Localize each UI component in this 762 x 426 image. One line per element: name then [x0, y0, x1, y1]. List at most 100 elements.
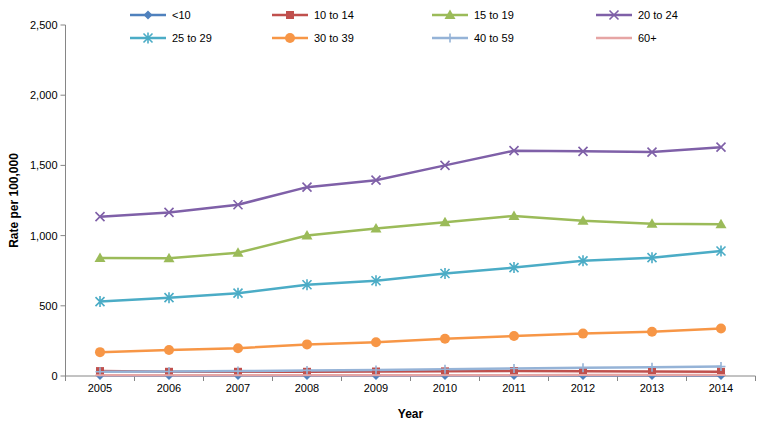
point	[303, 183, 312, 192]
point	[717, 143, 726, 152]
point	[648, 363, 657, 372]
point	[302, 339, 312, 349]
point	[578, 215, 589, 225]
legend-label: 10 to 14	[314, 9, 354, 21]
point	[233, 247, 244, 256]
point	[234, 288, 243, 299]
point	[303, 279, 312, 290]
point	[441, 374, 450, 376]
x-tick	[755, 376, 756, 381]
y-tick	[61, 235, 66, 236]
point	[95, 253, 106, 263]
y-tick-label: 2,000	[30, 89, 58, 101]
x-tick	[65, 376, 66, 381]
point	[717, 374, 726, 376]
y-tick-label: 1,500	[30, 159, 58, 171]
point	[509, 331, 519, 341]
y-tick	[61, 95, 66, 96]
series-line	[100, 366, 721, 371]
point	[234, 200, 243, 209]
y-tick	[61, 25, 66, 26]
series-line	[100, 329, 721, 353]
point	[372, 374, 381, 376]
y-tick-label: 0	[51, 370, 57, 382]
legend-marker	[610, 37, 619, 39]
point	[96, 212, 105, 221]
x-tick-label: 2005	[88, 382, 112, 394]
legend-label: 20 to 24	[638, 9, 678, 21]
point	[647, 327, 657, 337]
legend-marker	[446, 34, 455, 43]
point	[372, 176, 381, 185]
legend-marker	[445, 10, 456, 20]
series-line	[100, 374, 721, 377]
point	[371, 223, 382, 233]
series-line	[100, 147, 721, 216]
y-tick	[61, 376, 66, 377]
point	[441, 365, 450, 374]
point	[647, 218, 658, 228]
y-tick-label: 500	[39, 300, 57, 312]
point	[578, 329, 588, 339]
legend-marker	[610, 11, 619, 20]
point	[234, 374, 243, 376]
legend-label: 25 to 29	[172, 32, 212, 44]
point	[234, 367, 243, 376]
y-tick	[61, 305, 66, 306]
y-tick-label: 2,500	[30, 19, 58, 31]
point	[648, 148, 657, 157]
legend-label: <10	[172, 9, 191, 21]
point	[303, 366, 312, 375]
x-axis-title: Year	[398, 407, 424, 421]
x-tick-label: 2009	[364, 382, 388, 394]
point	[96, 296, 105, 307]
x-tick-label: 2013	[640, 382, 664, 394]
point	[648, 252, 657, 263]
y-axis	[65, 25, 66, 376]
x-tick-label: 2008	[295, 382, 319, 394]
point	[579, 363, 588, 372]
point	[164, 253, 175, 262]
point	[165, 208, 174, 217]
y-axis-title: Rate per 100,000	[7, 153, 21, 248]
point	[510, 146, 519, 155]
point	[95, 347, 105, 357]
x-tick-label: 2012	[571, 382, 595, 394]
plot-area	[95, 143, 727, 380]
chart: 05001,0001,5002,0002,5002005200620072008…	[0, 0, 762, 426]
series-line	[100, 216, 721, 258]
point	[165, 368, 173, 376]
point	[717, 362, 726, 371]
point	[96, 374, 105, 376]
legend-label: 60+	[638, 32, 657, 44]
x-tick-label: 2006	[157, 382, 181, 394]
point	[648, 374, 657, 376]
point	[440, 334, 450, 344]
legend-marker	[144, 33, 153, 44]
point	[96, 367, 105, 376]
point	[372, 275, 381, 286]
point	[233, 343, 243, 353]
point	[579, 255, 588, 266]
legend-line	[596, 37, 632, 40]
point	[165, 367, 174, 376]
x-tick-label: 2010	[433, 382, 457, 394]
point	[372, 365, 381, 374]
point	[441, 161, 450, 170]
point	[509, 210, 520, 220]
y-tick	[61, 165, 66, 166]
point	[303, 374, 312, 376]
legend-marker	[285, 33, 295, 43]
point	[717, 246, 726, 257]
legend-label: 40 to 59	[474, 32, 514, 44]
legend-label: 30 to 39	[314, 32, 354, 44]
point	[716, 324, 726, 334]
y-tick-label: 1,000	[30, 230, 58, 242]
point	[165, 374, 174, 376]
series-line	[100, 251, 721, 302]
point	[579, 374, 588, 376]
point	[164, 345, 174, 355]
point	[510, 364, 519, 373]
point	[302, 230, 313, 240]
x-tick-label: 2014	[709, 382, 733, 394]
